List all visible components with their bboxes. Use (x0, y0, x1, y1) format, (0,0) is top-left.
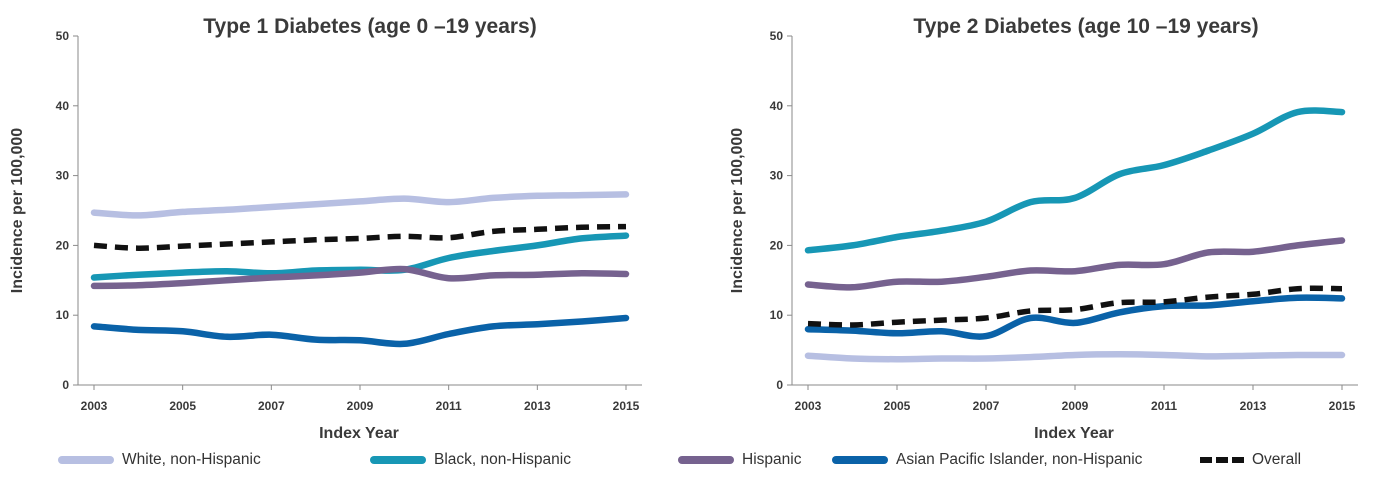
series-line-white (90, 191, 630, 219)
x-tick-label: 2013 (524, 399, 551, 413)
chart-panel-1: Type 1 Diabetes (age 0 –19 years) 0 10 20 30… (9, 15, 642, 440)
y-tick-label: 20 (56, 238, 70, 252)
series-line-hispanic (90, 265, 630, 290)
series-line-overall (807, 285, 1343, 328)
y-tick-label: 30 (56, 169, 70, 183)
y-tick-label: 50 (56, 29, 70, 43)
y-tick-label: 20 (770, 238, 784, 252)
series-line-hispanic (804, 237, 1346, 291)
y-tick-label: 40 (770, 99, 784, 113)
legend-swatch-asian (832, 456, 888, 464)
y-tick-label: 10 (770, 308, 784, 322)
legend-item-hispanic: Hispanic (678, 440, 801, 480)
y-tick-label: 30 (770, 169, 784, 183)
y-axis-label: Incidence per 100,000 (9, 128, 26, 294)
x-tick-label: 2015 (1329, 399, 1356, 413)
legend-item-white: White, non-Hispanic (58, 440, 261, 480)
y-tick-label: 0 (776, 378, 783, 392)
x-tick-label: 2011 (1151, 399, 1177, 413)
chart-title: Type 1 Diabetes (age 0 –19 years) (203, 15, 536, 38)
chart-panel-2: Type 2 Diabetes (age 10 –19 years) 0 10 20 3… (729, 15, 1358, 440)
y-tick-label: 0 (62, 378, 69, 392)
series-line-asian (90, 314, 630, 348)
legend-item-asian: Asian Pacific Islander, non-Hispanic (832, 440, 1142, 480)
chart-title: Type 2 Diabetes (age 10 –19 years) (913, 15, 1258, 38)
x-tick-label: 2007 (973, 399, 1000, 413)
x-axis-label: Index Year (1034, 425, 1114, 440)
x-tick-label: 2003 (81, 399, 108, 413)
series-line-asian (804, 294, 1346, 340)
legend-label-asian: Asian Pacific Islander, non-Hispanic (896, 451, 1143, 468)
charts-canvas: Type 1 Diabetes (age 0 –19 years) 0 10 20 30… (9, 15, 1358, 440)
y-tick-label: 40 (56, 99, 70, 113)
legend: White, non-Hispanic Black, non-Hispanic … (0, 440, 1390, 480)
y-tick-label: 50 (770, 29, 784, 43)
x-tick-label: 2013 (1240, 399, 1267, 413)
legend-item-black: Black, non-Hispanic (370, 440, 571, 480)
legend-swatch-white (58, 456, 114, 464)
x-tick-label: 2003 (795, 399, 822, 413)
legend-label-white: White, non-Hispanic (122, 451, 261, 468)
x-tick-label: 2015 (613, 399, 640, 413)
series-line-black (804, 107, 1346, 254)
legend-label-overall: Overall (1252, 451, 1302, 468)
legend-swatch-black (370, 456, 426, 464)
series-line-overall (93, 223, 627, 251)
x-tick-label: 2009 (1062, 399, 1089, 413)
x-tick-label: 2005 (169, 399, 196, 413)
legend-item-overall: Overall (1200, 440, 1301, 480)
x-tick-label: 2007 (258, 399, 285, 413)
x-tick-label: 2009 (347, 399, 374, 413)
legend-label-hispanic: Hispanic (742, 451, 802, 468)
legend-swatch-overall (1200, 457, 1244, 463)
x-tick-label: 2005 (884, 399, 911, 413)
y-tick-label: 10 (56, 308, 70, 322)
legend-swatch-hispanic (678, 456, 734, 464)
series-line-white (804, 351, 1346, 363)
y-axis-label: Incidence per 100,000 (729, 128, 746, 294)
legend-label-black: Black, non-Hispanic (434, 451, 571, 468)
x-axis-label: Index Year (319, 425, 399, 440)
x-tick-label: 2011 (436, 399, 462, 413)
